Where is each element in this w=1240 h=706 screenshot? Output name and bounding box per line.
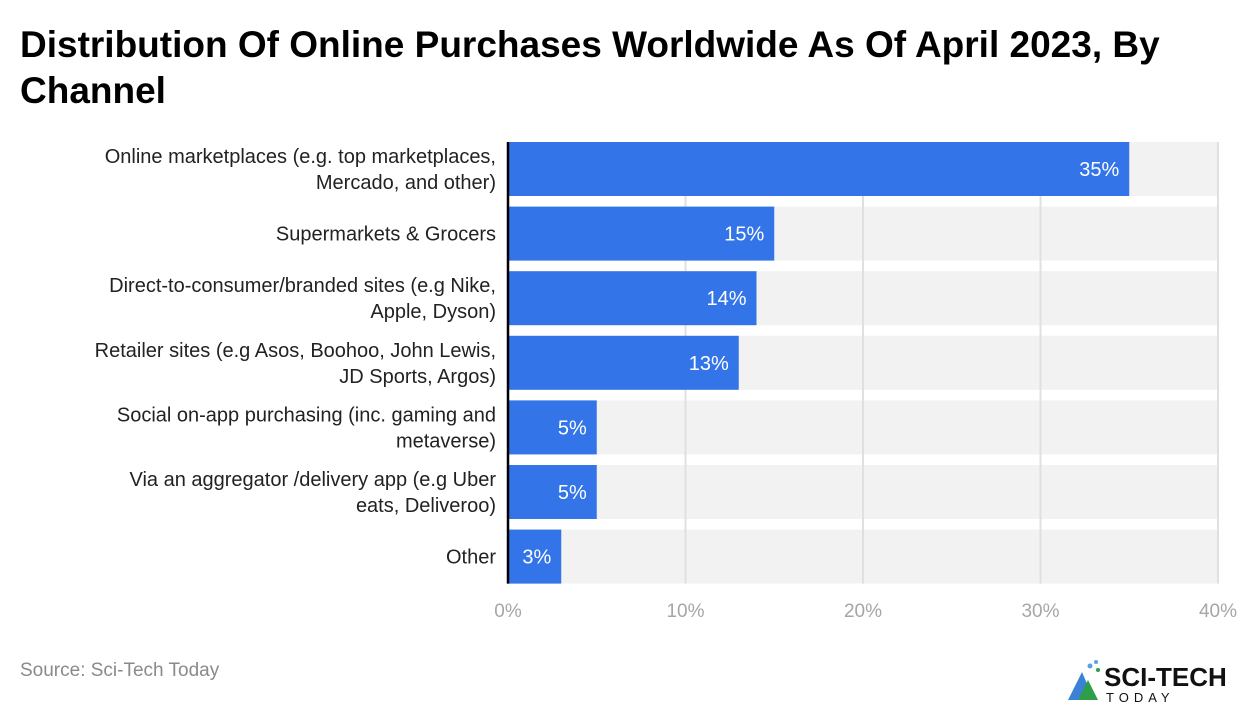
bar-chart: 0% 10% 20% 30% 40% 35% Online marketplaces (e.…: [95, 142, 1237, 622]
category-label: Via an aggregator /delivery app (e.g Ube…: [129, 469, 496, 517]
x-tick-label: 10%: [666, 601, 704, 622]
data-label: 14%: [706, 288, 746, 310]
bar: [508, 335, 739, 390]
category-label: Retailer sites (e.g Asos, Boohoo, John L…: [95, 340, 496, 388]
category-label: Online marketplaces (e.g. top marketplac…: [105, 146, 496, 194]
category-label: Other: [446, 547, 496, 569]
x-tick-label: 20%: [844, 601, 882, 622]
bar: [508, 142, 1130, 196]
data-label: 5%: [558, 482, 587, 504]
category-label: Supermarkets & Grocers: [276, 224, 496, 246]
x-tick-label: 0%: [494, 601, 522, 622]
data-label: 35%: [1079, 159, 1119, 181]
x-tick-label: 40%: [1199, 601, 1237, 622]
svg-text:TODAY: TODAY: [1106, 690, 1175, 704]
svg-text:SCI-TECH: SCI-TECH: [1104, 662, 1227, 692]
sci-tech-today-logo: SCI-TECH TODAY: [1068, 660, 1227, 704]
category-label: Social on-app purchasing (inc. gaming an…: [117, 404, 496, 452]
source-note: Source: Sci-Tech Today: [20, 660, 220, 681]
data-label: 3%: [522, 547, 551, 569]
data-label: 13%: [689, 353, 729, 375]
x-tick-label: 30%: [1021, 601, 1059, 622]
bar: [508, 400, 597, 455]
data-label: 15%: [724, 224, 764, 246]
data-label: 5%: [558, 417, 587, 439]
chart-title: Distribution Of Online Purchases Worldwi…: [20, 24, 1160, 111]
logo-mark-icon: [1068, 660, 1100, 700]
bar: [508, 271, 757, 326]
bar: [508, 465, 597, 519]
bar: [508, 206, 775, 261]
category-label: Direct-to-consumer/branded sites (e.g Ni…: [109, 275, 496, 323]
bar: [508, 529, 562, 584]
